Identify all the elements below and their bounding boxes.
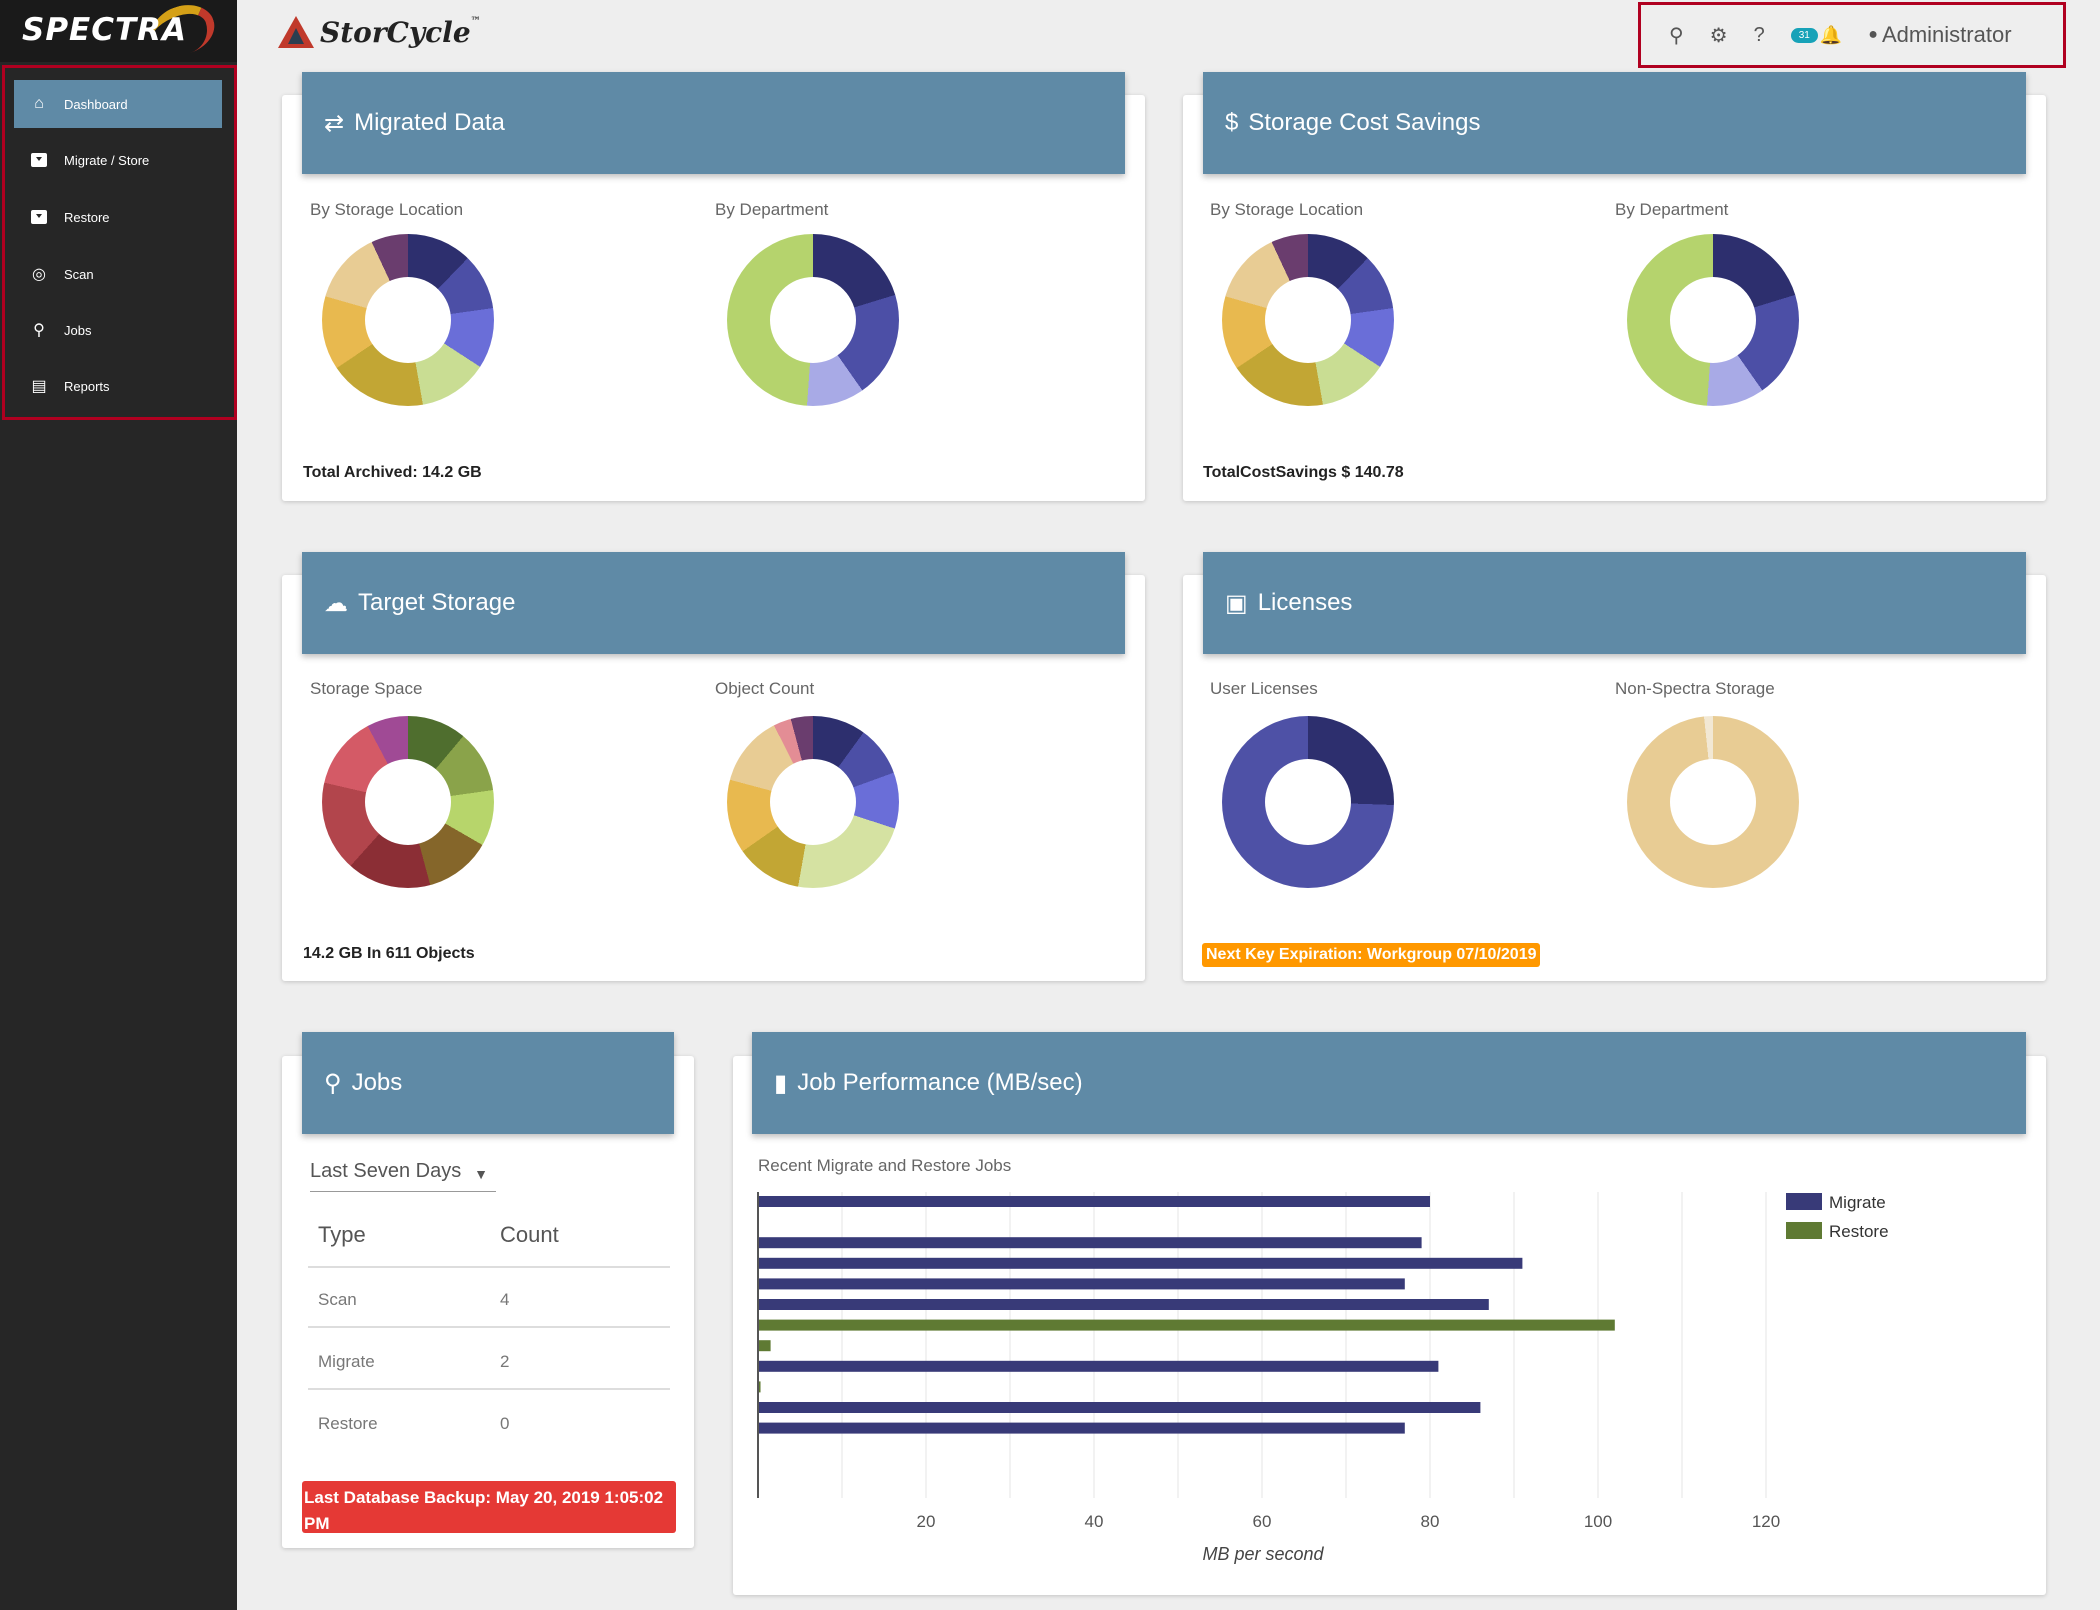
card-title: Licenses	[1257, 589, 1353, 616]
sidebar: SPECTRA ⌂ Dashboard Migrate / Store Rest…	[0, 0, 237, 1610]
sidebar-item-jobs[interactable]: ⚲ Jobs	[14, 306, 222, 354]
last-backup-banner: Last Database Backup: May 20, 2019 1:05:…	[302, 1481, 676, 1533]
sidebar-item-label: Scan	[64, 266, 94, 282]
home-icon: ⌂	[34, 95, 44, 112]
restore-icon	[31, 210, 47, 224]
chevron-down-icon: ▼	[474, 1166, 488, 1182]
card-title: Migrated Data	[354, 109, 505, 136]
search-icon[interactable]: ⚲	[1669, 24, 1684, 47]
key-expiration-banner: Next Key Expiration: Workgroup 07/10/201…	[1202, 943, 1541, 967]
migrated-data-header: ⇄ Migrated Data	[302, 72, 1125, 174]
table-header: Type Count	[308, 1208, 670, 1268]
user-menu[interactable]: ● Administrator	[1868, 22, 2011, 48]
sidebar-item-label: Jobs	[64, 322, 92, 338]
cloud-upload-icon: ☁	[324, 589, 348, 617]
table-row[interactable]: Scan 4	[308, 1268, 670, 1328]
jobs-icon: ⚲	[324, 1069, 342, 1097]
jobs-icon: ⚲	[33, 322, 45, 339]
donut-chart[interactable]	[322, 234, 494, 406]
column-header-count: Count	[500, 1222, 559, 1247]
help-icon[interactable]: ?	[1753, 23, 1765, 46]
job-performance-card	[733, 1056, 2046, 1595]
swap-arrows-icon: ⇄	[324, 109, 345, 137]
chart-label: By Department	[715, 200, 829, 219]
chart-subtitle: Recent Migrate and Restore Jobs	[758, 1156, 1012, 1175]
reports-icon: ▤	[31, 378, 47, 395]
job-type: Scan	[318, 1290, 357, 1309]
chart-label: By Storage Location	[310, 200, 464, 219]
cost-savings-header: $ Storage Cost Savings	[1203, 72, 2026, 174]
card-title: Jobs	[351, 1069, 403, 1096]
chart-label: Storage Space	[310, 679, 423, 698]
user-icon: ●	[1868, 26, 1878, 43]
sidebar-item-migrate-store[interactable]: Migrate / Store	[14, 136, 222, 184]
donut-chart[interactable]	[727, 234, 899, 406]
dollar-icon: $	[1225, 109, 1239, 136]
chart-label: Object Count	[715, 679, 815, 698]
storcycle-logo[interactable]: StorCycle™	[278, 12, 481, 52]
donut-chart[interactable]	[1222, 234, 1394, 406]
donut-chart[interactable]	[1222, 716, 1394, 888]
donut-chart[interactable]	[727, 716, 899, 888]
top-toolbar: ⚲ ⚙ ? 31 🔔 ● Administrator	[1638, 2, 2066, 68]
notification-badge[interactable]: 31	[1790, 27, 1818, 43]
spectra-logo[interactable]: SPECTRA	[0, 0, 237, 63]
donut-chart[interactable]	[1627, 234, 1799, 406]
job-count: 4	[500, 1290, 510, 1309]
archive-icon	[31, 153, 47, 167]
license-key-icon: ▣	[1225, 589, 1248, 617]
date-range-value: Last Seven Days	[310, 1160, 462, 1182]
job-count: 0	[500, 1414, 510, 1433]
card-footer: TotalCostSavings $ 140.78	[1203, 464, 1404, 481]
sidebar-item-dashboard[interactable]: ⌂ Dashboard	[14, 80, 222, 128]
product-name: StorCycle™	[320, 15, 481, 49]
table-row[interactable]: Restore 0	[308, 1392, 670, 1452]
donut-chart[interactable]	[1627, 716, 1799, 888]
chart-label: User Licenses	[1210, 679, 1318, 698]
sidebar-item-label: Restore	[64, 209, 110, 225]
jobs-card	[282, 1056, 694, 1548]
donut-chart[interactable]	[322, 716, 494, 888]
chart-label: By Department	[1615, 200, 1729, 219]
card-footer: 14.2 GB In 611 Objects	[303, 945, 475, 962]
bar-chart-icon: ▮	[774, 1069, 788, 1097]
sidebar-item-scan[interactable]: ◎ Scan	[14, 250, 222, 298]
sidebar-item-label: Reports	[64, 378, 110, 394]
chart-label: Non-Spectra Storage	[1615, 679, 1775, 698]
card-title: Job Performance (MB/sec)	[797, 1069, 1083, 1096]
licenses-header: ▣ Licenses	[1203, 552, 2026, 654]
target-storage-header: ☁ Target Storage	[302, 552, 1125, 654]
jobs-header: ⚲ Jobs	[302, 1032, 674, 1134]
column-header-type: Type	[318, 1222, 366, 1247]
storcycle-triangle-icon	[278, 16, 314, 48]
card-title: Storage Cost Savings	[1248, 109, 1481, 136]
sidebar-item-label: Migrate / Store	[64, 152, 150, 168]
table-row[interactable]: Migrate 2	[308, 1330, 670, 1390]
job-performance-header: ▮ Job Performance (MB/sec)	[752, 1032, 2026, 1134]
user-name: Administrator	[1881, 22, 2012, 47]
sidebar-item-label: Dashboard	[64, 96, 128, 112]
gear-icon[interactable]: ⚙	[1709, 24, 1728, 47]
card-title: Target Storage	[358, 589, 516, 616]
bell-icon[interactable]: 🔔	[1819, 24, 1843, 45]
nav-highlight-frame	[2, 65, 237, 420]
date-range-select[interactable]: Last Seven Days ▼	[310, 1160, 496, 1192]
job-type: Migrate	[318, 1352, 375, 1371]
scan-icon: ◎	[32, 266, 46, 283]
sidebar-item-restore[interactable]: Restore	[14, 193, 222, 241]
chart-label: By Storage Location	[1210, 200, 1364, 219]
card-footer: Total Archived: 14.2 GB	[303, 464, 482, 481]
job-count: 2	[500, 1352, 510, 1371]
logo-text: SPECTRA	[22, 12, 187, 48]
job-type: Restore	[318, 1414, 378, 1433]
sidebar-item-reports[interactable]: ▤ Reports	[14, 362, 222, 410]
